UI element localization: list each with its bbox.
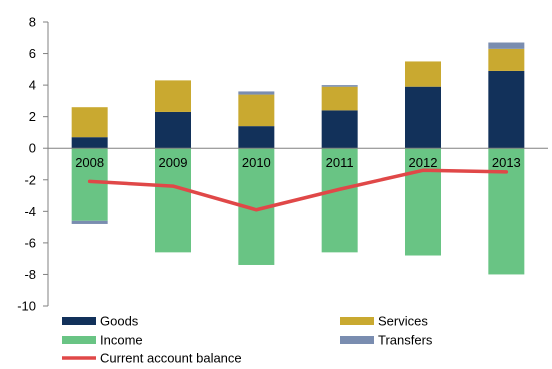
x-tick-label: 2009 <box>159 155 188 170</box>
current-account-balance-line <box>87 168 509 212</box>
bar-goods-2008 <box>71 137 108 149</box>
legend-label-current-account-balance: Current account balance <box>100 351 242 366</box>
y-tick-label: 8 <box>29 15 36 30</box>
bar-services-2013 <box>488 48 525 71</box>
y-tick-label: 2 <box>29 109 36 124</box>
current-account-balance-point <box>338 187 342 191</box>
bar-income-2013 <box>488 148 525 275</box>
legend-swatch-services <box>340 317 374 325</box>
bars-layer <box>71 42 525 275</box>
y-tick-label: -10 <box>17 299 36 314</box>
x-tick-label: 2010 <box>242 155 271 170</box>
legend-label-goods: Goods <box>100 314 139 329</box>
y-tick-label: -2 <box>24 172 36 187</box>
bar-services-2010 <box>238 94 275 127</box>
bar-goods-2011 <box>321 110 358 149</box>
bar-services-2009 <box>155 80 191 112</box>
line-layer <box>87 168 509 212</box>
y-tick-label: 6 <box>29 46 36 61</box>
bar-transfers-2011 <box>321 85 358 87</box>
x-tick-label: 2008 <box>75 155 104 170</box>
x-tick-label: 2011 <box>326 155 354 170</box>
y-tick-label: -6 <box>24 235 36 250</box>
bar-goods-2012 <box>405 86 441 149</box>
bar-transfers-2013 <box>488 42 525 49</box>
legend-label-income: Income <box>100 333 143 348</box>
y-tick-label: 0 <box>29 141 36 156</box>
current-account-balance-point <box>504 170 508 174</box>
bar-income-2011 <box>321 148 358 253</box>
axes-layer: 8 6 4 2 0 -2 -4 -6 -8 -10 2008 2009 2010 2011 2012 2013 <box>17 15 548 314</box>
legend: Goods Services Income Transfers Current acco… <box>62 314 433 366</box>
bar-income-2012 <box>405 148 441 256</box>
bar-goods-2013 <box>488 70 525 149</box>
y-tick-label: 4 <box>29 78 36 93</box>
bar-income-2009 <box>155 148 191 253</box>
legend-label-transfers: Transfers <box>378 333 433 348</box>
bar-transfers-2008 <box>71 220 108 224</box>
y-tick-label: -4 <box>24 204 36 219</box>
legend-label-services: Services <box>378 314 428 329</box>
bar-goods-2010 <box>238 126 275 149</box>
bar-goods-2009 <box>155 111 191 149</box>
legend-swatch-transfers <box>340 336 374 344</box>
bar-transfers-2010 <box>238 91 275 95</box>
legend-swatch-income <box>62 336 96 344</box>
bar-services-2011 <box>321 86 358 111</box>
current-account-balance-point <box>171 184 175 188</box>
current-account-balance-point <box>421 168 425 172</box>
legend-swatch-goods <box>62 317 96 325</box>
bar-income-2008 <box>71 148 108 221</box>
current-account-balance-point <box>254 208 258 212</box>
x-tick-label: 2012 <box>409 155 438 170</box>
bar-services-2012 <box>405 61 441 87</box>
y-tick-label: -8 <box>24 267 36 282</box>
x-tick-label: 2013 <box>492 155 521 170</box>
bar-services-2008 <box>71 107 108 138</box>
current-account-balance-point <box>88 179 92 183</box>
